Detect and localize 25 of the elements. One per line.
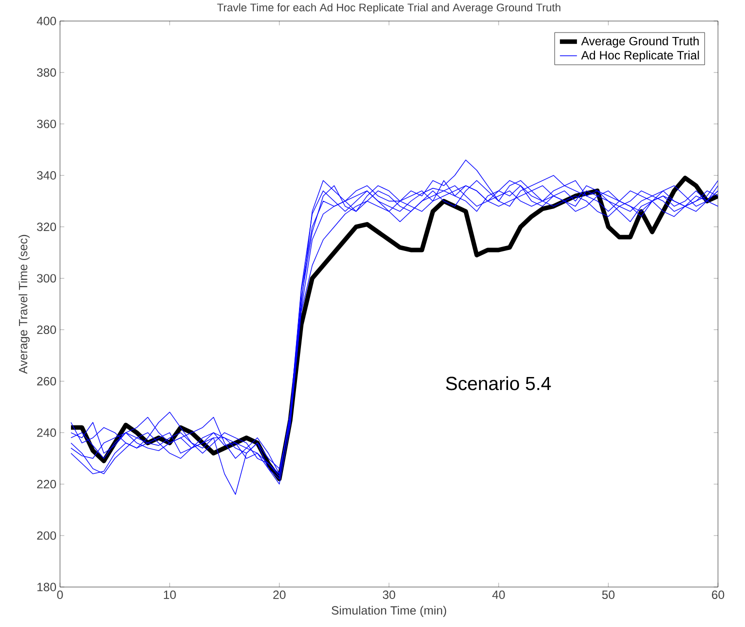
x-axis-title: Simulation Time (min) — [332, 606, 446, 617]
chart-title: Travle Time for each Ad Hoc Replicate Trial and Average Ground Truth — [217, 3, 560, 14]
annotation: Scenario 5.4 — [446, 376, 551, 390]
x-tick-label: 0 — [57, 590, 63, 599]
y-tick-label: 400 — [36, 16, 56, 26]
y-tick-label: 280 — [37, 326, 56, 334]
y-tick-label: 220 — [37, 480, 56, 488]
y-tick-label: 260 — [37, 376, 56, 386]
y-tick-label: 300 — [36, 274, 56, 283]
y-axis-title: Average Travel Time (sec) — [18, 234, 30, 374]
x-tick-label: 20 — [273, 590, 286, 599]
y-tick-label: 200 — [37, 531, 56, 540]
x-tick-label: 10 — [164, 590, 176, 599]
y-tick-label: 320 — [36, 222, 56, 232]
x-tick-label: 50 — [602, 590, 615, 599]
y-tick-label: 240 — [37, 428, 56, 437]
legend-label: Average Ground Truth — [581, 36, 699, 48]
x-tick-label: 40 — [492, 590, 505, 599]
y-tick-label: 180 — [37, 582, 56, 592]
x-tick-label: 60 — [712, 590, 724, 599]
legend-label: Ad Hoc Replicate Trial — [581, 50, 699, 62]
y-tick-label: 360 — [36, 120, 56, 128]
y-tick-label: 340 — [36, 171, 56, 180]
y-tick-label: 380 — [36, 68, 56, 77]
x-tick-label: 30 — [382, 590, 396, 599]
